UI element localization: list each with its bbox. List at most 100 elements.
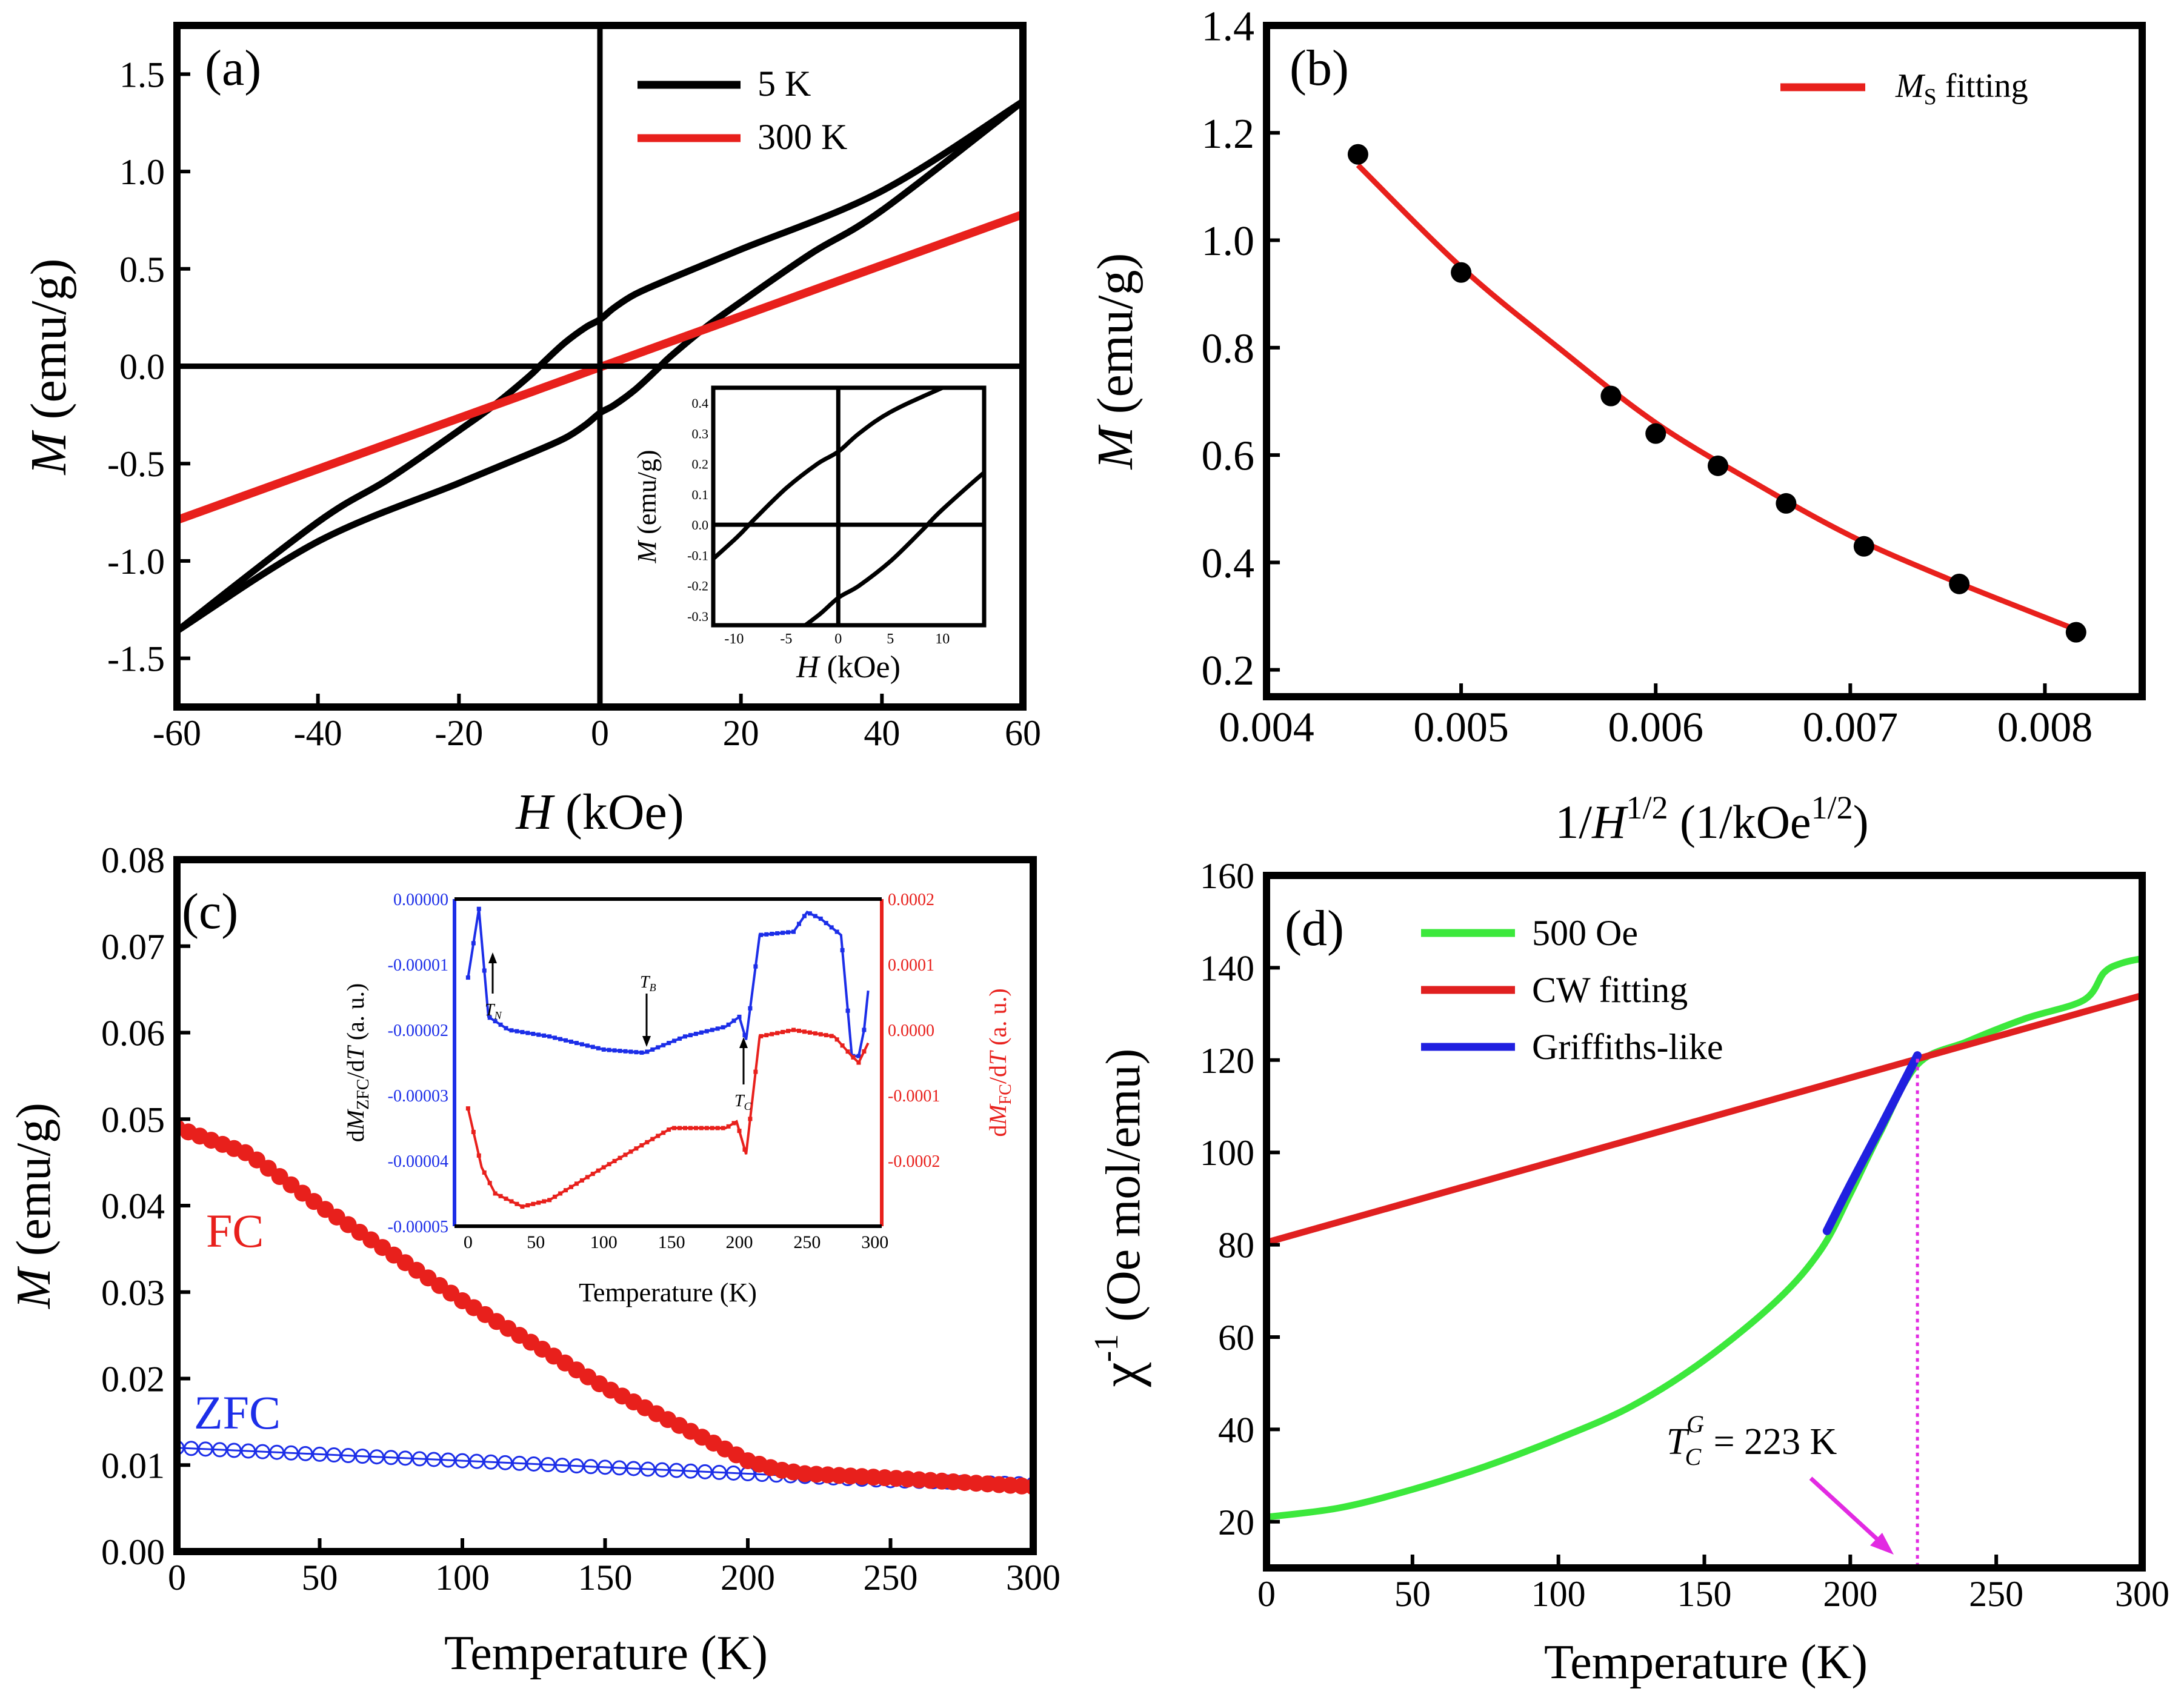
- tc-griffiths-annotation: TCG = 223 K: [1666, 1410, 1837, 1470]
- x-tick-label: 250: [864, 1558, 918, 1598]
- dmfc-point: [579, 1178, 584, 1183]
- zfc-point: [283, 1445, 299, 1461]
- dmfc-point: [672, 1126, 677, 1130]
- dmzfc-point: [601, 1047, 606, 1052]
- panel-a-inset: -10 -5 0 5 10 -0.3 -0.2 -0.1 0.0 0.1 0.2 0.3 0.4 H …: [632, 385, 987, 685]
- dmzfc-point: [731, 1018, 736, 1023]
- dmfc-point: [520, 1204, 525, 1209]
- panel-c-xlabel: Temperature (K): [444, 1627, 768, 1680]
- dmfc-point: [590, 1172, 595, 1177]
- dmfc-point: [623, 1152, 628, 1157]
- dmzfc-point: [564, 1038, 568, 1043]
- data-point: [1600, 385, 1622, 407]
- dmzfc-point: [737, 1014, 742, 1019]
- panel-b-yticks: 0.2 0.4 0.6 0.8 1.0 1.2 1.4: [1202, 4, 1280, 694]
- zfc-point: [526, 1456, 542, 1472]
- dmfc-point: [509, 1199, 514, 1204]
- panel-a-xlabel: H (kOe): [515, 784, 684, 840]
- dmzfc-point: [824, 921, 828, 926]
- x-tick-label: 0.007: [1803, 705, 1899, 751]
- dmfc-point: [564, 1188, 568, 1193]
- panel-a-inset-xlabel: H (kOe): [796, 650, 901, 685]
- y-tick-label: 0.02: [101, 1359, 165, 1399]
- dmzfc-point: [753, 964, 758, 969]
- dmzfc-point: [807, 911, 812, 916]
- tc-label: TC: [734, 1092, 752, 1112]
- dmfc-point: [791, 1027, 796, 1032]
- inset-y-tick-label-left: -0.00005: [388, 1218, 448, 1237]
- dmfc-point: [781, 1029, 785, 1034]
- zfc-point: [668, 1462, 684, 1478]
- dmfc-point: [704, 1126, 709, 1130]
- dmzfc-point: [710, 1027, 714, 1032]
- panel-c-inset-ylabel-left: dMZFC/dT (a. u.): [342, 983, 373, 1142]
- legend-5k-label: 5 K: [757, 64, 811, 104]
- panel-a-label: (a): [205, 40, 261, 96]
- dmzfc-point: [742, 1033, 747, 1038]
- panel-c: 0 50 100 150 200 250 300 0.000.010.020.030.040…: [7, 840, 1060, 1680]
- dmzfc-point: [542, 1033, 547, 1038]
- dmzfc-point: [721, 1025, 725, 1030]
- y-tick-label: 1.5: [119, 55, 165, 95]
- inset-y-tick-label-left: -0.00001: [388, 956, 448, 975]
- inset-y-tick-label-right: 0.0002: [888, 891, 934, 909]
- dmfc-point: [634, 1146, 639, 1151]
- panel-d-label: (d): [1285, 900, 1344, 957]
- dmzfc-point: [585, 1043, 590, 1048]
- dmfc-point: [824, 1033, 828, 1038]
- inset-x-tick-label: 100: [590, 1232, 618, 1252]
- dmfc-point: [547, 1198, 552, 1203]
- zfc-point: [611, 1460, 627, 1476]
- x-tick-label: 0: [1257, 1574, 1276, 1614]
- dmfc-point: [656, 1134, 661, 1138]
- zfc-point: [711, 1464, 727, 1480]
- dmfc-point: [568, 1184, 573, 1189]
- dmzfc-point: [770, 931, 774, 936]
- zfc-point: [184, 1441, 199, 1456]
- dmzfc-point: [672, 1038, 677, 1043]
- tc-arrowhead: [739, 1037, 748, 1048]
- zfc-point: [568, 1458, 584, 1474]
- x-tick-label: 100: [435, 1558, 490, 1598]
- dmfc-point: [612, 1158, 617, 1163]
- zfc-point: [411, 1451, 427, 1467]
- fit-line: [1356, 163, 2077, 632]
- dmfc-point: [525, 1203, 530, 1207]
- dmfc-point: [786, 1029, 791, 1034]
- inset-y-tick-label-right: 0.0000: [888, 1021, 934, 1040]
- dmfc-point: [465, 1106, 470, 1111]
- dmfc-point: [574, 1181, 579, 1186]
- zfc-point: [540, 1457, 556, 1473]
- inset-y-tick-label: -0.1: [687, 548, 708, 563]
- inset-y-tick-label-right: -0.0002: [888, 1152, 940, 1171]
- panel-c-inset-curves: [465, 906, 870, 1209]
- annotation-fc: FC: [206, 1204, 264, 1257]
- inset-series-line: [713, 388, 948, 562]
- tb-arrowhead: [642, 1036, 651, 1047]
- legend-griffiths-label: Griffiths-like: [1532, 1027, 1723, 1067]
- inset-x-tick-label: 50: [527, 1232, 545, 1252]
- panel-a-inset-curves: [713, 388, 984, 625]
- zfc-point: [341, 1448, 356, 1464]
- zfc-point: [198, 1441, 213, 1457]
- x-tick-label: 300: [1006, 1558, 1060, 1598]
- dmzfc-point: [834, 929, 839, 934]
- dmfc-point: [493, 1191, 498, 1196]
- dmfc-point: [693, 1126, 698, 1130]
- panel-c-label: (c): [182, 883, 238, 940]
- data-point: [1347, 144, 1368, 165]
- dmfc-point: [618, 1155, 622, 1160]
- tc-pointer-arrowhead: [1870, 1533, 1894, 1555]
- inset-x-tick-label: 250: [793, 1232, 821, 1252]
- dmzfc-point: [520, 1030, 525, 1035]
- y-tick-label: -0.5: [107, 444, 165, 484]
- dmfc-point: [742, 1147, 747, 1152]
- dmfc-point: [829, 1034, 834, 1038]
- dmzfc-point: [726, 1022, 731, 1027]
- inset-x-tick-label: -5: [780, 631, 792, 647]
- panel-b-frame: [1263, 22, 2146, 700]
- data-point: [2065, 622, 2086, 643]
- dmzfc-point: [856, 1054, 861, 1058]
- dmzfc-point: [639, 1050, 644, 1055]
